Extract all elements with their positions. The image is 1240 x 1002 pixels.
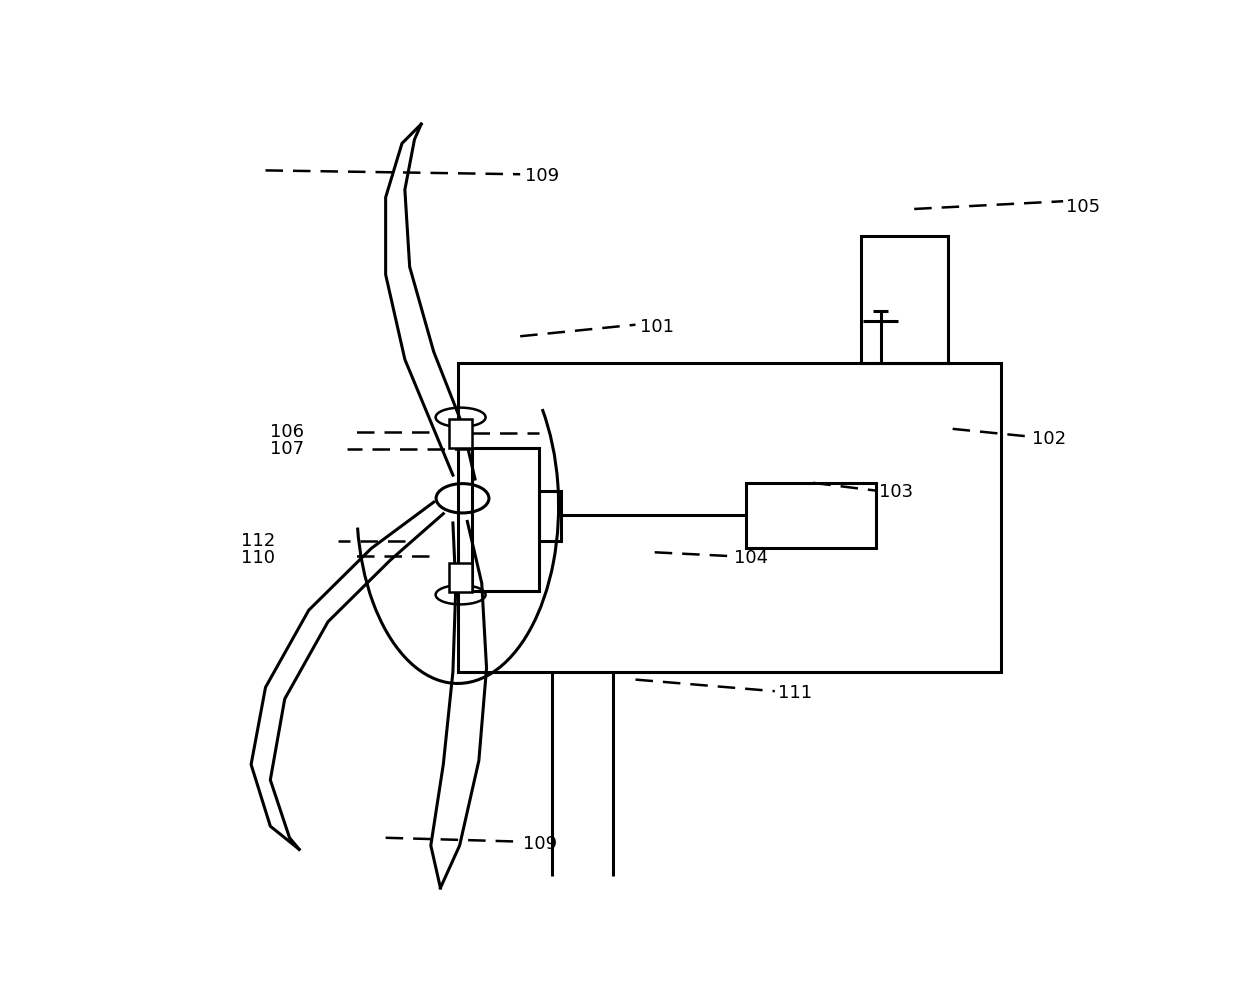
Text: 105: 105 (1066, 197, 1100, 215)
Text: 109: 109 (523, 835, 557, 853)
Text: 106: 106 (270, 423, 304, 441)
Text: 112: 112 (242, 532, 275, 550)
Bar (449, 563, 472, 592)
Bar (746, 483, 875, 548)
Text: 101: 101 (640, 318, 675, 336)
Text: 110: 110 (242, 549, 275, 567)
Bar (449, 419, 472, 448)
Text: 104: 104 (734, 549, 769, 567)
Text: 107: 107 (270, 440, 305, 458)
Bar (862, 235, 947, 364)
Text: 102: 102 (1033, 430, 1066, 448)
Text: 111: 111 (777, 683, 812, 701)
Text: 109: 109 (525, 166, 559, 184)
Bar (458, 364, 1001, 672)
Text: 103: 103 (879, 483, 913, 501)
Bar (472, 448, 539, 591)
Bar (539, 491, 560, 541)
